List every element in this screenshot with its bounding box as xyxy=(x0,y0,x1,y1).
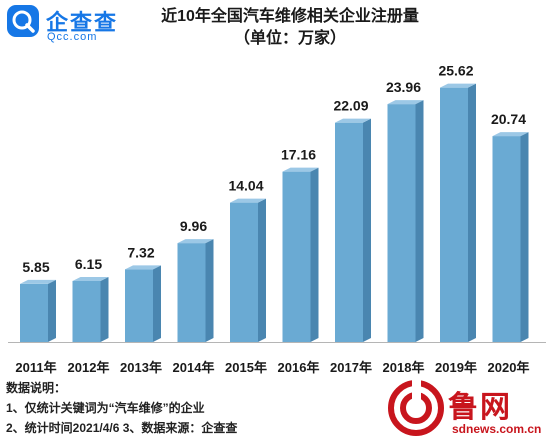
bar-side-6 xyxy=(363,118,371,342)
bar-9 xyxy=(492,136,521,342)
chart-title: 近10年全国汽车维修相关企业注册量 xyxy=(161,8,419,25)
qcc-logo-icon xyxy=(7,5,39,37)
bar-top-0 xyxy=(20,279,56,284)
bar-5 xyxy=(282,171,311,342)
category-label-8: 2019年 xyxy=(435,360,477,375)
bar-side-0 xyxy=(48,279,56,342)
bar-1 xyxy=(72,280,101,342)
bar-7 xyxy=(387,104,416,343)
brand-name: 鲁网 xyxy=(448,391,512,424)
value-label-8: 25.62 xyxy=(438,63,473,79)
bar-side-1 xyxy=(100,276,109,342)
bar-side-5 xyxy=(310,167,319,342)
brand-url: sdnews.com.cn xyxy=(452,422,542,436)
chart-subtitle: （单位：万家） xyxy=(233,30,346,47)
logo-domain: Qcc.com xyxy=(47,31,98,43)
bar-side-8 xyxy=(468,83,476,342)
bar-top-6 xyxy=(335,118,371,123)
value-label-1: 6.15 xyxy=(75,256,102,272)
value-label-6: 22.09 xyxy=(333,98,368,114)
bar-top-1 xyxy=(72,276,109,281)
notes-heading: 数据说明： xyxy=(6,381,67,395)
sdnews-logo-icon xyxy=(388,380,444,436)
bar-top-2 xyxy=(125,265,161,270)
category-label-3: 2014年 xyxy=(173,360,215,375)
category-label-6: 2017年 xyxy=(330,360,372,375)
bar-top-4 xyxy=(230,198,266,203)
value-label-2: 7.32 xyxy=(127,244,154,260)
value-label-0: 5.85 xyxy=(22,259,49,275)
category-label-0: 2011年 xyxy=(15,360,56,375)
value-label-9: 20.74 xyxy=(491,111,526,127)
category-label-9: 2020年 xyxy=(488,360,530,375)
notes-line-1: 1、仅统计关键词为“汽车维修”的企业 xyxy=(6,401,205,415)
chart-title-block: 近10年全国汽车维修相关企业注册量 （单位：万家） xyxy=(140,6,440,50)
value-label-7: 23.96 xyxy=(386,79,421,95)
category-label-4: 2015年 xyxy=(225,360,267,375)
bar-top-5 xyxy=(282,167,319,172)
category-label-7: 2018年 xyxy=(383,360,425,375)
bar-side-4 xyxy=(258,198,266,342)
sdnews-watermark: 鲁网 sdnews.com.cn xyxy=(386,378,546,438)
notes-line-2: 2、统计时间2021/4/6 3、数据来源：企查查 xyxy=(6,421,238,435)
bar-top-9 xyxy=(492,132,529,137)
bar-top-7 xyxy=(387,100,424,105)
logo-name: 企查查 xyxy=(46,10,119,35)
value-label-3: 9.96 xyxy=(180,218,207,234)
bar-side-7 xyxy=(415,100,424,343)
bar-top-3 xyxy=(177,239,214,244)
bar-0 xyxy=(20,283,48,342)
bar-chart: 5.85 2011年 6.15 2012年 7.32 2013年 9.96 2014年 14.0… xyxy=(8,63,546,375)
bar-6 xyxy=(335,122,363,342)
bar-top-8 xyxy=(440,83,476,88)
bar-side-3 xyxy=(205,239,214,342)
category-label-1: 2012年 xyxy=(68,360,110,375)
bar-side-9 xyxy=(520,132,529,342)
value-label-5: 17.16 xyxy=(281,147,316,163)
bar-3 xyxy=(177,243,206,342)
bar-2 xyxy=(125,269,153,342)
data-notes: 数据说明： 1、仅统计关键词为“汽车维修”的企业 2、统计时间2021/4/6 … xyxy=(6,378,237,438)
value-label-4: 14.04 xyxy=(228,178,263,194)
bar-side-2 xyxy=(153,265,161,342)
category-label-5: 2016年 xyxy=(278,360,320,375)
category-label-2: 2013年 xyxy=(120,360,162,375)
qcc-logo: 企查查 Qcc.com xyxy=(6,4,146,44)
bar-8 xyxy=(440,87,468,342)
bar-4 xyxy=(230,202,258,342)
